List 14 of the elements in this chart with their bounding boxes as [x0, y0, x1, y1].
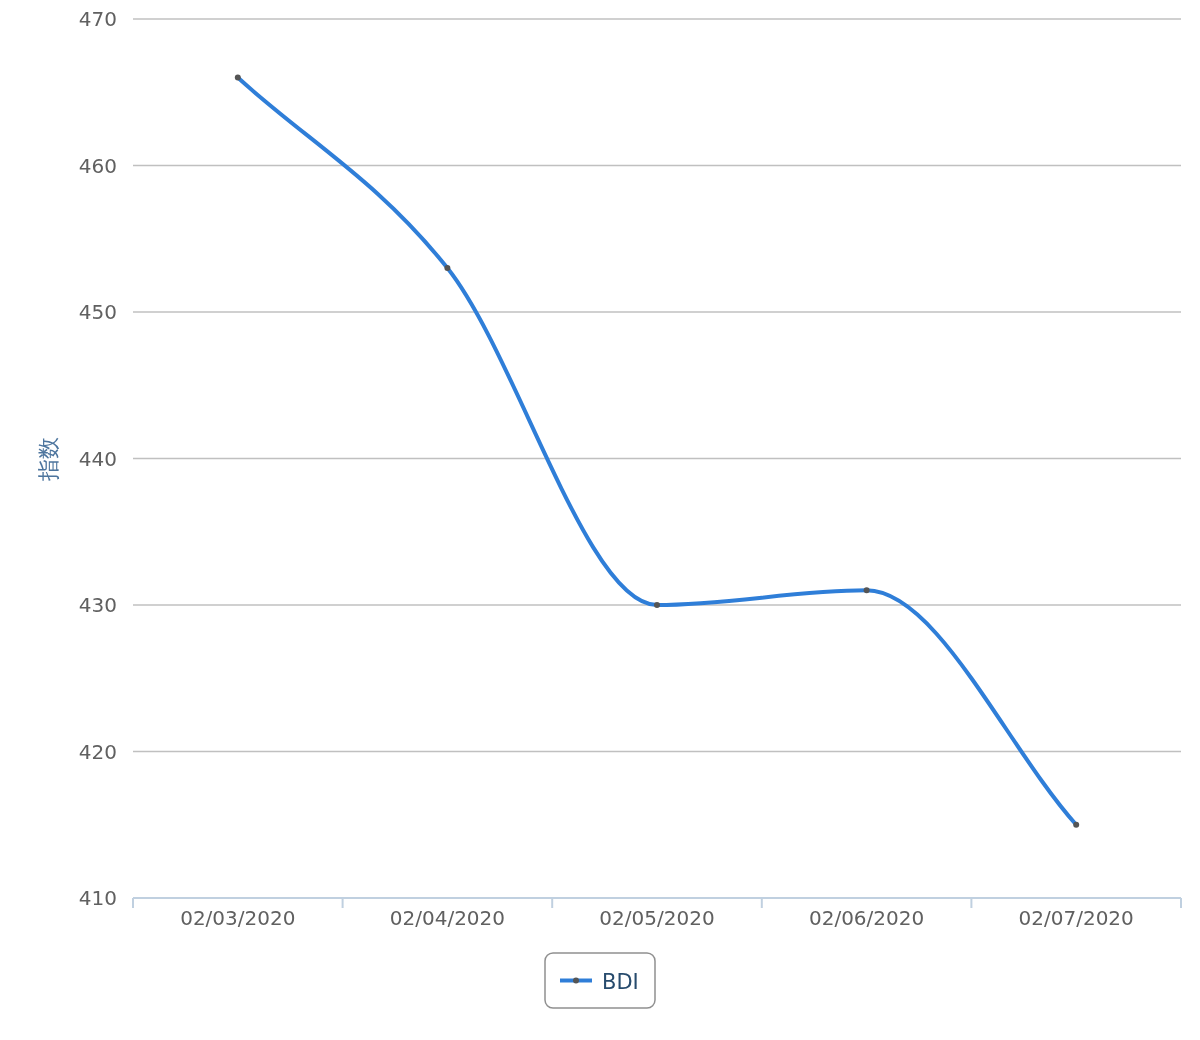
- x-tick-label: 02/04/2020: [389, 906, 506, 930]
- y-tick-label: 420: [78, 739, 117, 764]
- y-tick-label: 470: [78, 7, 117, 31]
- y-axis-title: 指数: [36, 436, 61, 482]
- y-tick-label: 440: [78, 446, 117, 471]
- x-tick-label: 02/07/2020: [1018, 906, 1134, 930]
- y-tick-label: 450: [78, 300, 117, 324]
- y-tick-label: 460: [78, 153, 117, 178]
- y-tick-label: 410: [78, 886, 117, 910]
- legend-label: BDI: [602, 969, 639, 994]
- x-tick-label: 02/03/2020: [180, 906, 296, 930]
- x-tick-label: 02/05/2020: [599, 906, 715, 930]
- y-tick-label: 430: [78, 593, 117, 617]
- x-tick-label: 02/06/2020: [808, 906, 925, 930]
